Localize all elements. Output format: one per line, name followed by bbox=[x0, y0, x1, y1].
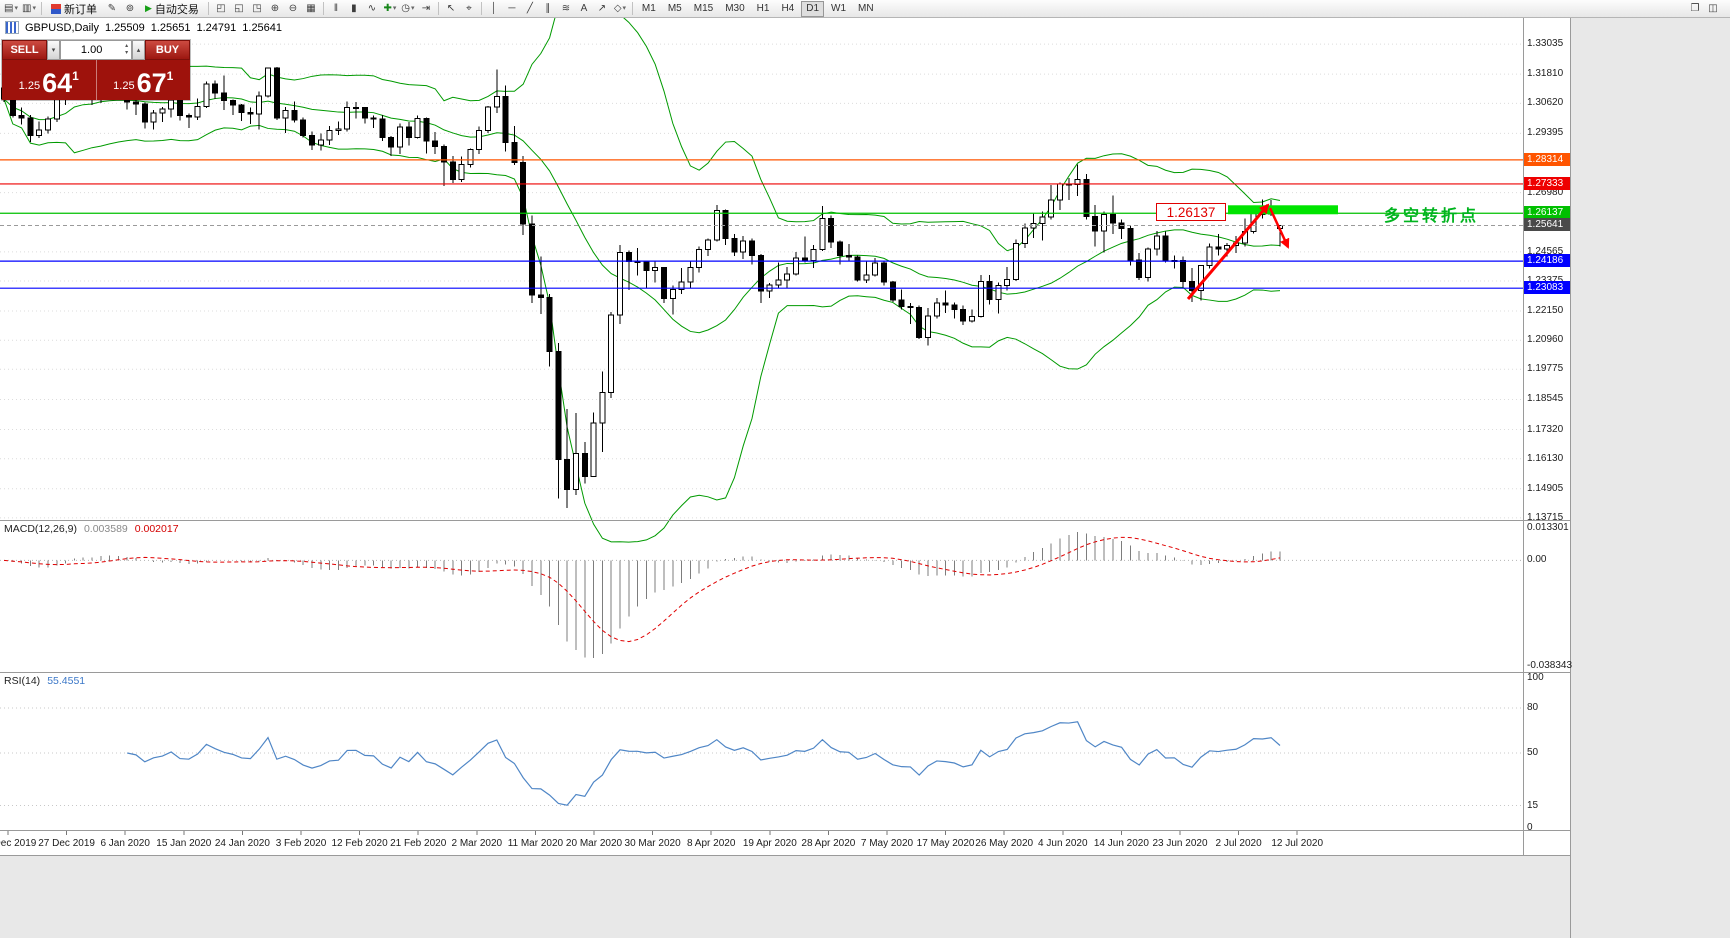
tile-vertical-icon[interactable]: ◱ bbox=[234, 3, 244, 14]
candlestick-chart-icon[interactable]: ▮ bbox=[351, 3, 357, 14]
new-order-icon bbox=[51, 3, 61, 14]
trendline-icon[interactable]: ╱ bbox=[526, 3, 533, 14]
add-indicator-icon[interactable]: ✚ ▾ bbox=[383, 3, 397, 14]
volume-input[interactable] bbox=[61, 41, 123, 59]
ask-price-prefix: 1.25 bbox=[113, 80, 135, 92]
vertical-line-icon[interactable]: │ bbox=[490, 3, 498, 14]
price-level-text-label[interactable]: 1.26137 bbox=[1156, 203, 1226, 221]
toolbar-separator bbox=[207, 2, 209, 15]
bar-chart-icon[interactable]: ‖ bbox=[333, 3, 338, 14]
macd-histogram bbox=[12, 532, 1281, 658]
popup-prices-icon[interactable]: ◫ bbox=[1708, 3, 1718, 14]
cursor-icon[interactable]: ↖ bbox=[446, 3, 456, 14]
docking-icon[interactable]: ❐ bbox=[1690, 3, 1700, 14]
one-click-trade-panel: SELL ▾ ▴ ▾ ▴ BUY 1.25 64 1 bbox=[2, 40, 190, 100]
autotrading-button[interactable]: ▶ 自动交易 bbox=[140, 1, 204, 16]
timeframe-h1[interactable]: H1 bbox=[756, 2, 770, 14]
chevron-down-icon: ▾ bbox=[14, 5, 18, 12]
metaeditor-icon[interactable]: ✎ bbox=[107, 3, 117, 14]
bid-price-point: 1 bbox=[72, 69, 79, 83]
volume-up-icon[interactable]: ▴ bbox=[125, 43, 129, 49]
chevron-down-icon: ▾ bbox=[32, 5, 36, 12]
trade-panel-controls: SELL ▾ ▴ ▾ ▴ BUY bbox=[2, 40, 190, 60]
ask-price-point: 1 bbox=[166, 69, 174, 83]
timeframe-h4[interactable]: H4 bbox=[781, 2, 795, 14]
crosshair-icon[interactable]: ⌖ bbox=[466, 3, 472, 14]
chevron-down-icon: ▾ bbox=[622, 5, 627, 12]
sell-options-icon[interactable]: ▾ bbox=[47, 40, 60, 60]
bid-price[interactable]: 1.25 64 1 bbox=[2, 60, 96, 100]
line-chart-icon[interactable]: ∿ bbox=[367, 3, 377, 14]
macd-signal-line bbox=[3, 536, 1281, 643]
chart-shift-icon[interactable]: ⇥ bbox=[421, 3, 431, 14]
rsi-line bbox=[127, 721, 1281, 806]
toolbar-separator bbox=[41, 2, 42, 15]
bid-price-pips: 64 bbox=[42, 68, 73, 98]
buy-button[interactable]: BUY bbox=[145, 40, 190, 60]
toolbar-separator bbox=[437, 2, 439, 15]
profiles-icon[interactable]: ▥ ▾ bbox=[22, 3, 36, 14]
timeframe-mn[interactable]: MN bbox=[858, 2, 874, 14]
bid-price-prefix: 1.25 bbox=[18, 80, 41, 92]
date-ticks bbox=[7, 831, 1298, 835]
timeframe-m30[interactable]: M30 bbox=[725, 2, 745, 14]
zoom-in-icon[interactable]: ⊕ bbox=[270, 3, 280, 14]
periods-icon[interactable]: ◷ ▾ bbox=[401, 3, 415, 14]
volume-down-icon[interactable]: ▾ bbox=[125, 50, 129, 56]
new-order-button[interactable]: 新订单 bbox=[46, 1, 102, 16]
alerts-icon[interactable]: ⊚ bbox=[125, 3, 135, 14]
fibonacci-icon[interactable]: ≋ bbox=[561, 3, 571, 14]
text-label-icon[interactable]: A bbox=[580, 3, 588, 14]
tile-windows-icon[interactable]: ▦ bbox=[306, 3, 316, 14]
panel-separators[interactable] bbox=[0, 18, 1571, 938]
autotrading-button-label: 自动交易 bbox=[154, 3, 199, 16]
timeframe-m5[interactable]: M5 bbox=[667, 2, 682, 14]
trend-arrows[interactable] bbox=[1186, 203, 1290, 300]
ask-price[interactable]: 1.25 67 1 bbox=[95, 60, 191, 100]
sell-button[interactable]: SELL bbox=[2, 40, 47, 60]
ask-price-pips: 67 bbox=[136, 68, 167, 98]
toolbar-separator bbox=[480, 2, 482, 15]
toolbar-separator bbox=[631, 2, 633, 15]
equidistant-channel-icon[interactable]: ∥ bbox=[545, 3, 551, 14]
horizontal-line-icon[interactable]: ─ bbox=[508, 3, 516, 14]
pivot-zone-rectangle[interactable] bbox=[1228, 205, 1338, 215]
toolbar-right-group: ❐ ◫ bbox=[1686, 1, 1722, 16]
buy-options-icon[interactable]: ▴ bbox=[132, 40, 145, 60]
bollinger-bands bbox=[3, 0, 1281, 543]
chevron-down-icon: ▾ bbox=[411, 5, 415, 12]
new-chart-icon[interactable]: ▤ ▾ bbox=[4, 3, 18, 14]
chevron-down-icon: ▾ bbox=[392, 5, 397, 12]
volume-field: ▴ ▾ bbox=[60, 40, 132, 60]
toolbar: ▤ ▾ ▥ ▾ 新订单 ✎ ⊚ ▶ 自动交易 ◰ ◱ ◳ ⊕ ⊖ ▦ ‖ ▮ ∿ ✚ ▾ ◷ ▾ ⇥ ↖ ⌖ │ ─ ╱ ∥ ≋ A ↗ ◇ ▾ M… bbox=[0, 0, 1730, 18]
timeframe-d1[interactable]: D1 bbox=[801, 0, 825, 17]
new-order-button-label: 新订单 bbox=[64, 3, 97, 16]
shapes-icon[interactable]: ◇ ▾ bbox=[613, 3, 627, 14]
toolbar-separator bbox=[322, 2, 324, 15]
timeframe-w1[interactable]: W1 bbox=[831, 2, 847, 14]
trade-panel-prices: 1.25 64 1 1.25 67 1 bbox=[2, 60, 190, 100]
zoom-out-icon[interactable]: ⊖ bbox=[288, 3, 298, 14]
timeframe-m15[interactable]: M15 bbox=[693, 2, 714, 14]
cascade-windows-icon[interactable]: ◰ bbox=[216, 3, 226, 14]
play-icon: ▶ bbox=[145, 3, 152, 13]
timeframe-m1[interactable]: M1 bbox=[641, 2, 656, 14]
volume-spinner: ▴ ▾ bbox=[122, 41, 131, 59]
tile-horizontal-icon[interactable]: ◳ bbox=[252, 3, 262, 14]
arrow-object-icon[interactable]: ↗ bbox=[597, 3, 607, 14]
